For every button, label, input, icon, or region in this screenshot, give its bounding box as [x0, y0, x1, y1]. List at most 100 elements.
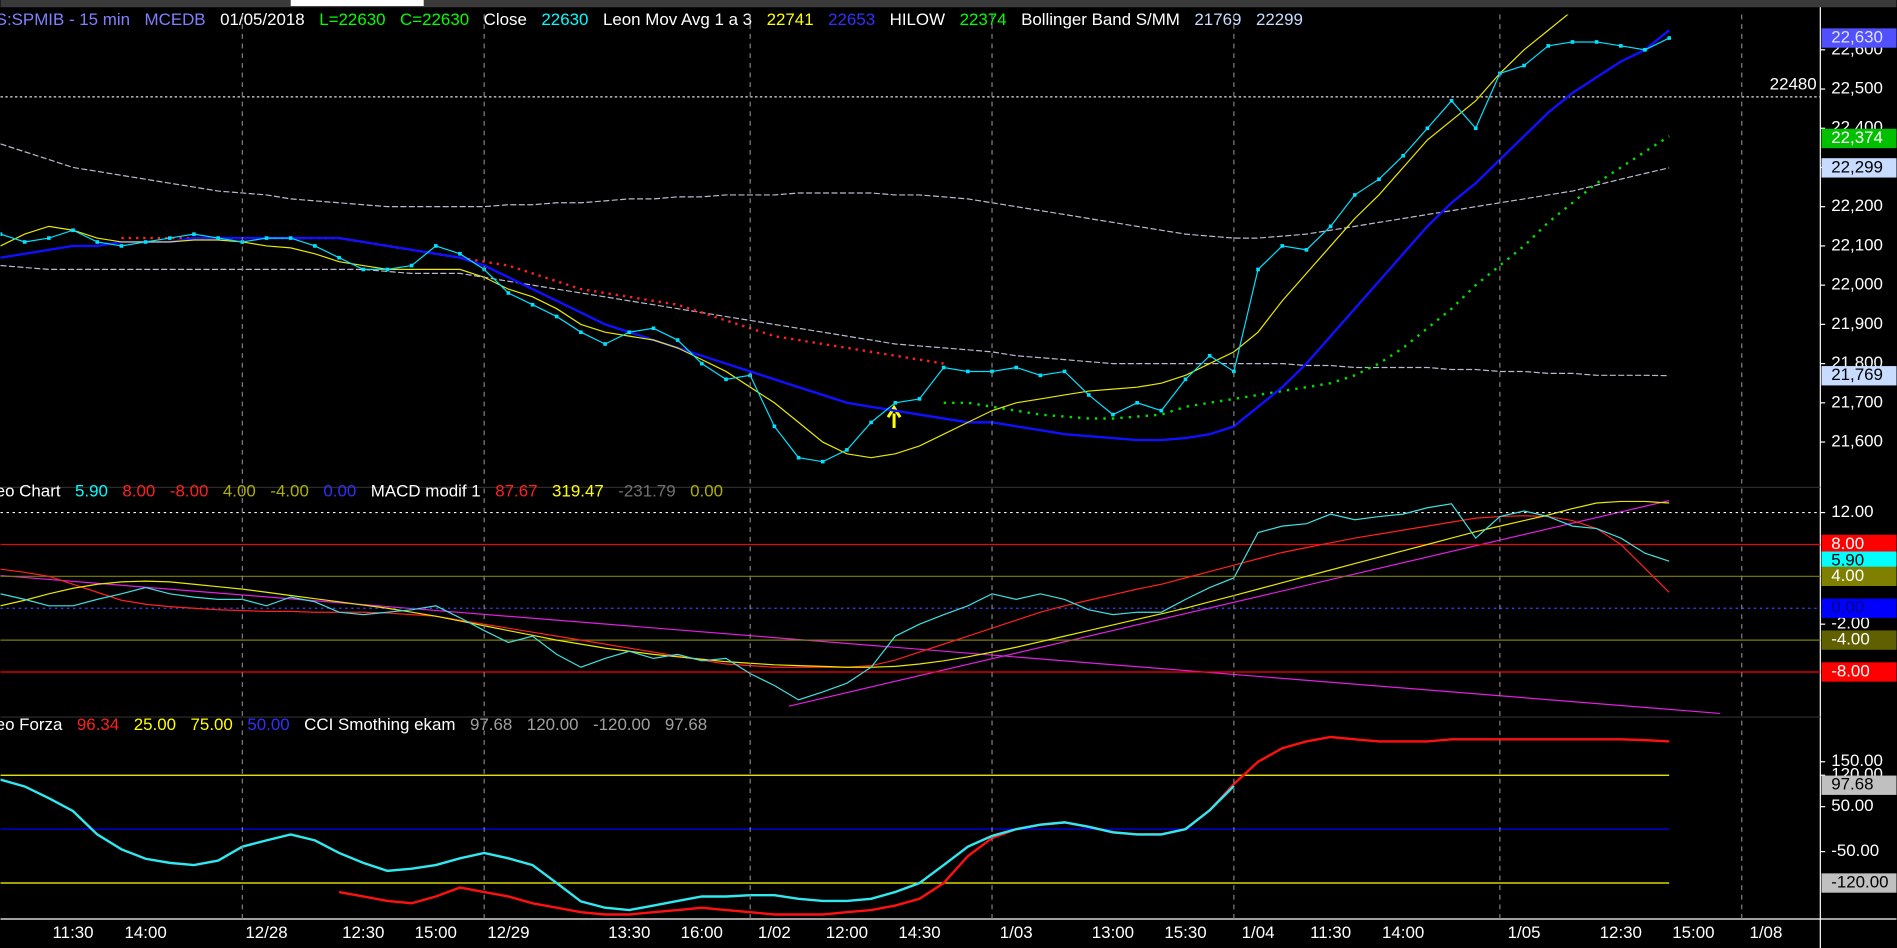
- value-box-label: 5.90: [1831, 551, 1864, 570]
- value-box: [1821, 551, 1897, 571]
- value-box: [1821, 534, 1897, 555]
- legend-item: L=22630: [319, 10, 385, 29]
- x-tick-label: 12:30: [1600, 923, 1642, 942]
- legend-item: Bollinger Band S/MM: [1021, 10, 1180, 29]
- data-point: [264, 236, 269, 240]
- data-point: [1256, 267, 1260, 272]
- legend-item: 8.00: [122, 482, 155, 501]
- y-tick-label: -50.00: [1831, 841, 1879, 860]
- data-point: [700, 361, 704, 366]
- data-point: [1377, 177, 1381, 182]
- data-point: [0, 232, 3, 236]
- legend-item: 50.00: [247, 715, 289, 734]
- data-point: [651, 326, 656, 331]
- data-point: [47, 236, 51, 240]
- x-tick-label: 12:00: [826, 923, 868, 942]
- data-point: [990, 369, 994, 374]
- x-tick-label: 1/04: [1242, 923, 1275, 942]
- value-box: [1821, 630, 1897, 650]
- data-point: [845, 448, 849, 452]
- legend-item: 0.00: [690, 482, 723, 501]
- data-point: [1401, 153, 1405, 158]
- data-point: [1159, 408, 1164, 413]
- data-point: [240, 240, 245, 244]
- legend-item: Leon Mov Avg 1 a 3: [603, 10, 752, 29]
- value-box-label: -8.00: [1831, 661, 1870, 680]
- series-line: [0, 503, 1670, 701]
- data-point: [917, 397, 922, 401]
- data-point: [530, 302, 535, 307]
- legend-item: 22741: [767, 10, 814, 29]
- legend-item: 25.00: [134, 715, 176, 734]
- legend-item: 4.00: [223, 482, 256, 501]
- value-box: [1821, 873, 1897, 893]
- plot-area: [0, 500, 1670, 701]
- data-point: [167, 236, 172, 240]
- x-tick-label: 1/05: [1508, 923, 1541, 942]
- x-tick-label: 11:30: [53, 923, 94, 942]
- data-point: [1522, 63, 1526, 68]
- legend-item: -4.00: [270, 482, 309, 501]
- series-line: [0, 264, 1670, 377]
- series-line: [0, 500, 1670, 668]
- legend-item: 319.47: [552, 482, 604, 501]
- legend-item: S:SPMIB - 15 min: [0, 10, 130, 29]
- legend-item: 21769: [1194, 10, 1241, 29]
- y-tick-label: 22,200: [1831, 196, 1883, 215]
- data-point: [288, 236, 293, 240]
- value-box-label: -120.00: [1831, 873, 1888, 892]
- data-point: [1207, 353, 1212, 358]
- data-point: [1352, 193, 1357, 197]
- x-tick-label: 11:30: [1310, 923, 1351, 942]
- data-point: [579, 330, 583, 335]
- legend-item: 87.67: [495, 482, 537, 501]
- value-box-label: 97.68: [1831, 775, 1873, 794]
- data-point: [675, 338, 680, 342]
- data-point: [313, 244, 317, 248]
- legend-item: -120.00: [593, 715, 650, 734]
- series-line: [0, 778, 1235, 912]
- value-box: [1821, 366, 1897, 386]
- level-label: 22480: [1770, 74, 1817, 93]
- data-point: [724, 377, 728, 382]
- data-point: [1038, 373, 1043, 378]
- legend-item: 97.68: [470, 715, 512, 734]
- value-box: [1821, 775, 1897, 795]
- data-point: [1594, 40, 1599, 44]
- data-point: [1232, 369, 1236, 374]
- value-box-label: -4.00: [1831, 630, 1870, 649]
- x-tick-label: 15:00: [1672, 923, 1714, 942]
- legend-item: CCI Smothing ekam: [304, 715, 455, 734]
- data-point: [1280, 244, 1285, 248]
- legend-item: 22653: [828, 10, 875, 29]
- data-point: [966, 369, 970, 374]
- data-point: [941, 365, 946, 370]
- legend-item: 01/05/2018: [220, 10, 305, 29]
- data-point: [119, 244, 124, 248]
- value-box-label: 4.00: [1831, 566, 1864, 585]
- data-point: [1618, 44, 1623, 48]
- data-point: [1304, 248, 1309, 252]
- legend-item: 120.00: [527, 715, 579, 734]
- data-point: [1135, 400, 1139, 405]
- data-point: [192, 232, 196, 236]
- data-point: [506, 291, 511, 295]
- data-point: [433, 244, 438, 248]
- value-box: [1821, 28, 1897, 48]
- data-point: [1183, 377, 1188, 382]
- data-point: [796, 455, 801, 460]
- data-point: [1667, 36, 1671, 40]
- signal-arrow: [886, 404, 902, 429]
- y-tick-label: 150.00: [1831, 751, 1883, 770]
- x-tick-label: 1/03: [1000, 923, 1033, 942]
- legend-item: eo Chart: [0, 482, 61, 501]
- legend-item: -8.00: [170, 482, 209, 501]
- series-line: [121, 236, 944, 365]
- data-point: [1425, 126, 1430, 131]
- y-tick-label: -2.00: [1831, 614, 1870, 633]
- value-box: [1821, 662, 1897, 682]
- x-tick-label: 1/08: [1749, 923, 1782, 942]
